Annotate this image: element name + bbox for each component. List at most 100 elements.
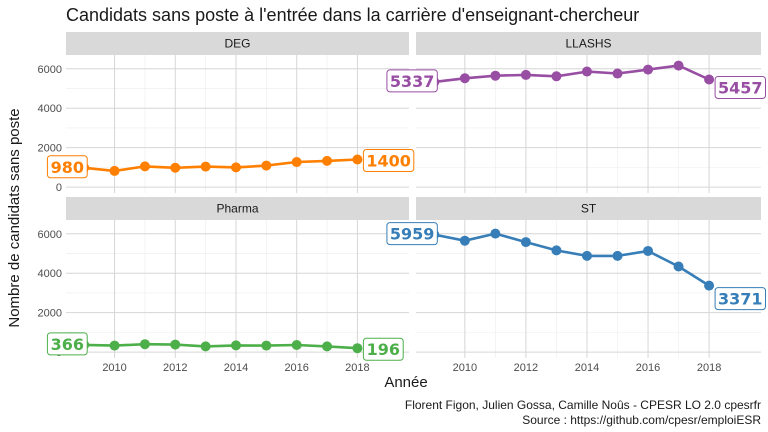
data-point [551,71,562,82]
data-point [551,245,562,256]
y-tick-label: 4000 [38,103,62,115]
facet-pharma: Pharma0200040006000201020122014201620183… [38,197,409,374]
y-tick-label: 2000 [38,308,62,320]
end-value-label: 196 [362,337,404,361]
label-box [386,222,438,246]
data-point [261,160,272,171]
data-point [643,64,654,75]
data-point [704,74,715,85]
data-point [230,340,241,351]
data-point [139,339,150,350]
y-tick-label: 2000 [38,143,62,155]
facet-st: ST 2010 2012 2014 2016 2018 5959 3371 [386,197,766,374]
label-text: 3371 [718,290,763,309]
series-line-st [434,232,710,287]
label-text: 366 [51,335,84,354]
x-tick-label: 2016 [284,362,308,374]
data-point [643,245,654,256]
data-point [673,60,684,71]
data-point [170,339,181,350]
y-axis-title: Nombre de candidats sans poste [6,108,23,327]
caption-line-2: Source : https://github.com/cpesr/emploi… [522,413,761,427]
data-point [459,73,470,84]
data-point [612,250,623,261]
data-point [490,228,501,239]
label-box [714,287,766,311]
start-value-label: 5337 [386,69,438,93]
data-point [291,157,302,168]
x-tick-label: 2018 [697,362,721,374]
data-point [291,339,302,350]
y-tick-label: 6000 [38,64,62,76]
label-text: 5457 [718,79,763,98]
x-tick-label: 2018 [345,362,369,374]
x-tick-label: 2014 [575,362,599,374]
x-tick-label: 2010 [453,362,477,374]
label-box [46,155,88,179]
data-point [170,162,181,173]
data-point [352,154,363,165]
facet-llashs: LLASHS 5337 5457 [386,32,766,193]
series-line-pharma [84,342,358,350]
y-tick-label: 6000 [38,229,62,241]
y-tick-label: 4000 [38,268,62,280]
label-box [362,148,415,172]
data-point [109,340,120,351]
end-value-label: 5457 [714,76,766,100]
x-tick-label: 2012 [163,362,187,374]
facet-strip-label: DEG [224,37,250,51]
label-text: 5959 [390,225,435,244]
data-point [200,161,211,172]
start-value-label: 980 [46,155,88,179]
label-box [46,332,88,356]
label-text: 1400 [366,151,411,170]
x-tick-label: 2016 [636,362,660,374]
data-point [109,165,120,176]
facet-deg: DEG 0 2000 4000 6000 980 1400 [38,32,415,194]
facet-strip [66,32,409,55]
data-point [459,235,470,246]
x-tick-label: 2012 [514,362,538,374]
facet-panels: DEG 0 2000 4000 6000 980 1400 LLASHS 5337 5457 Pha… [38,32,766,374]
x-tick-label: 2010 [102,362,126,374]
data-point [704,280,715,291]
facet-strip-label: LLASHS [565,37,611,51]
data-point [612,68,623,79]
data-point [581,66,592,77]
facet-strip [66,197,409,220]
facet-strip [416,32,761,55]
label-text: 5337 [390,72,435,91]
data-point [261,340,272,351]
start-value-label: 5959 [386,222,438,246]
data-point [200,341,211,352]
label-box [362,337,404,361]
label-text: 980 [51,158,84,177]
x-tick-label: 2014 [224,362,248,374]
facet-strip [416,197,761,220]
label-text: 196 [367,340,400,359]
data-point [322,155,333,166]
end-value-label: 1400 [362,148,415,172]
label-box [714,76,766,100]
series-line-llashs [434,64,710,84]
y-tick-label: 0 [56,182,62,194]
data-point [520,237,531,248]
caption-line-1: Florent Figon, Julien Gossa, Camille Noû… [405,398,761,412]
chart-title: Candidats sans poste à l'entrée dans la … [66,5,639,25]
data-point [520,69,531,80]
data-point [322,341,333,352]
start-value-label: 366 [46,332,88,356]
end-value-label: 3371 [714,287,766,311]
data-point [673,261,684,272]
data-point [139,161,150,172]
label-box [386,69,438,93]
x-axis-title: Année [384,374,427,391]
facet-strip-label: ST [581,202,597,216]
facet-strip-label: Pharma [216,202,258,216]
series-line-deg [84,158,358,173]
data-point [490,70,501,81]
data-point [230,162,241,173]
data-point [581,250,592,261]
